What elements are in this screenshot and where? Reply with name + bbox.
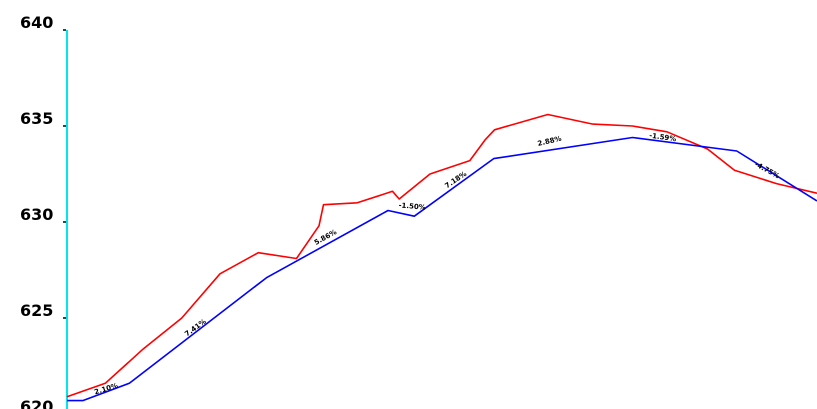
y-tick-label: 620 bbox=[20, 397, 53, 409]
existing-ground-line bbox=[66, 113, 817, 398]
slope-label: 2.88% bbox=[537, 135, 562, 148]
slope-label: -1.50% bbox=[398, 201, 426, 211]
y-tick-label: 635 bbox=[20, 109, 53, 128]
y-tick-label: 630 bbox=[20, 205, 53, 224]
series-layer bbox=[66, 113, 817, 402]
slope-label: -1.59% bbox=[649, 132, 677, 144]
y-axis: 620 625 630 635 640 bbox=[20, 13, 68, 409]
y-tick-label: 625 bbox=[20, 301, 53, 320]
slope-label: 7.41% bbox=[183, 318, 207, 339]
profile-line bbox=[67, 136, 817, 402]
y-tick-label: 640 bbox=[20, 13, 53, 32]
slope-label: 5.86% bbox=[313, 228, 338, 247]
slope-label: 2.10% bbox=[93, 382, 119, 397]
